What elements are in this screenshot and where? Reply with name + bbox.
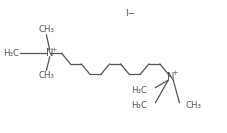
Text: +: + [52, 47, 57, 53]
Text: N: N [167, 72, 175, 82]
Text: I−: I− [125, 9, 136, 18]
Text: N: N [46, 48, 53, 58]
Text: +: + [173, 70, 178, 76]
Text: CH₃: CH₃ [186, 101, 202, 111]
Text: H₃C: H₃C [131, 101, 147, 111]
Text: H₃C: H₃C [131, 86, 147, 95]
Text: CH₃: CH₃ [38, 71, 54, 80]
Text: CH₃: CH₃ [38, 25, 54, 34]
Text: H₃C: H₃C [3, 49, 19, 58]
